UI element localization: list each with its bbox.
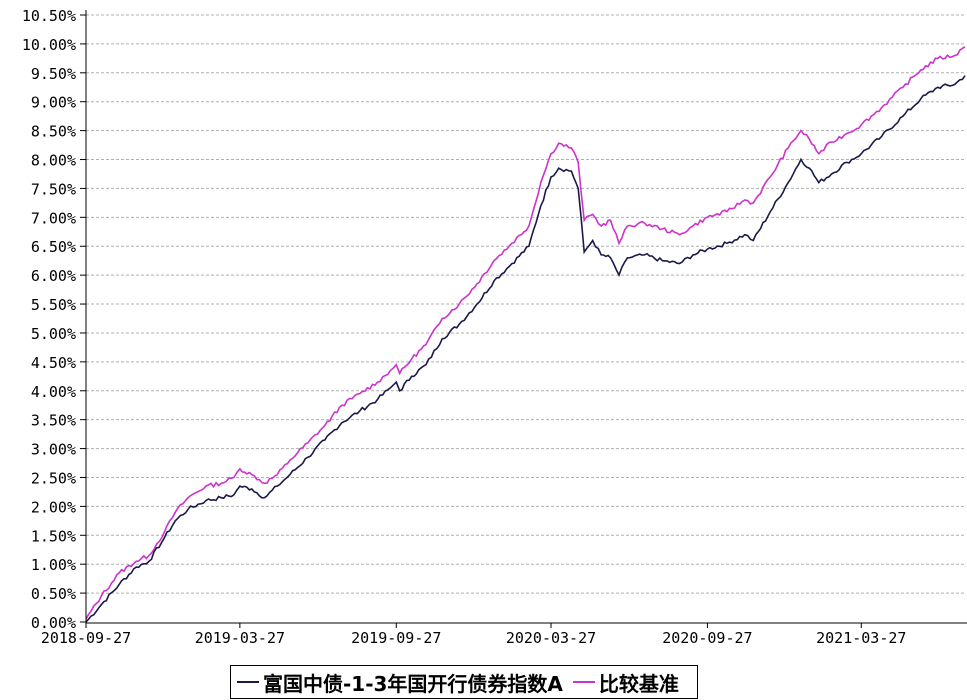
y-tick-label: 0.50%: [31, 585, 76, 603]
legend-label-series-1: 富国中债-1-3年国开行债券指数A: [263, 671, 563, 696]
y-tick-label: 10.50%: [22, 7, 76, 25]
x-axis-ticks: 2018-09-27 2019-03-27 2019-09-27 2020-03-27…: [41, 623, 906, 647]
y-tick-label: 10.00%: [22, 36, 76, 54]
y-tick-label: 0.00%: [31, 614, 76, 632]
series-line-1: [85, 75, 966, 623]
y-tick-label: 9.50%: [31, 65, 76, 83]
legend: 富国中债-1-3年国开行债券指数A 比较基准: [230, 665, 698, 699]
legend-item-series-1: 富国中债-1-3年国开行债券指数A: [237, 668, 573, 697]
y-tick-label: 7.50%: [31, 180, 76, 198]
y-tick-label: 5.50%: [31, 296, 76, 314]
x-tick-label: 2019-03-27: [195, 629, 285, 647]
y-tick-label: 6.50%: [31, 238, 76, 256]
x-tick-label: 2019-09-27: [351, 629, 441, 647]
x-tick-label: 2018-09-27: [41, 629, 131, 647]
legend-swatch-series-2: [572, 681, 595, 683]
y-tick-label: 3.00%: [31, 441, 76, 459]
series-lines: [85, 46, 966, 623]
y-tick-label: 9.00%: [31, 94, 76, 112]
x-tick-label: 2020-09-27: [662, 629, 752, 647]
y-tick-label: 8.50%: [31, 123, 76, 141]
y-tick-label: 1.00%: [31, 556, 76, 574]
series-line-2: [85, 46, 966, 620]
y-tick-label: 4.00%: [31, 383, 76, 401]
y-tick-label: 2.50%: [31, 469, 76, 487]
y-tick-label: 6.00%: [31, 267, 76, 285]
x-tick-label: 2020-03-27: [506, 629, 596, 647]
y-tick-label: 1.50%: [31, 527, 76, 545]
y-tick-label: 2.00%: [31, 498, 76, 516]
grid-lines: [86, 14, 965, 594]
y-tick-label: 5.00%: [31, 325, 76, 343]
line-chart: 0.00% 0.50% 1.00% 1.50% 2.00% 2.50% 3.00% 3.50%…: [22, 7, 967, 647]
y-tick-label: 4.50%: [31, 354, 76, 372]
legend-label-series-2: 比较基准: [598, 671, 679, 696]
y-axis-ticks: 0.00% 0.50% 1.00% 1.50% 2.00% 2.50% 3.00% 3.50%…: [22, 7, 86, 632]
x-tick-label: 2021-03-27: [816, 629, 906, 647]
y-tick-label: 3.50%: [31, 412, 76, 430]
legend-item-series-2: 比较基准: [572, 668, 689, 697]
y-tick-label: 7.00%: [31, 209, 76, 227]
y-tick-label: 8.00%: [31, 152, 76, 170]
legend-swatch-series-1: [237, 681, 259, 683]
